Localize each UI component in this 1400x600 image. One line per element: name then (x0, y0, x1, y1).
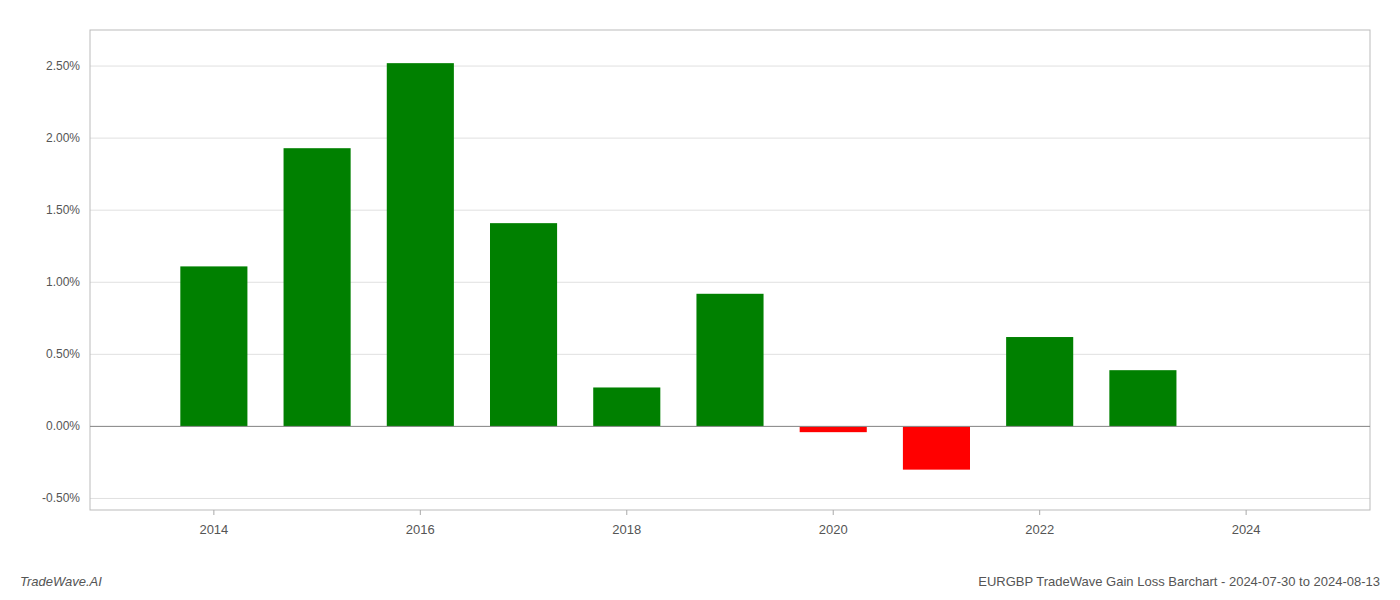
grid-line (90, 498, 1370, 499)
watermark: TradeWave.AI (20, 574, 102, 589)
x-tick (1246, 510, 1247, 515)
bar (800, 426, 867, 432)
x-tick (420, 510, 421, 515)
y-tick-labels: -0.50% 0.00% 0.50% 1.00% 1.50% 2.00% 2.50% (42, 59, 80, 505)
y-tick-label: 1.50% (46, 203, 80, 217)
grid-line (90, 426, 1370, 427)
chart-svg: -0.50% 0.00% 0.50% 1.00% 1.50% 2.00% 2.50% 2014… (0, 0, 1400, 600)
x-tick (213, 510, 214, 515)
bar (1109, 370, 1176, 426)
x-tick-label: 2018 (612, 522, 641, 537)
bar (284, 148, 351, 426)
bar (387, 63, 454, 426)
grid-line (90, 282, 1370, 283)
bar (180, 266, 247, 426)
y-grid (90, 66, 1370, 498)
y-tick-label: 1.00% (46, 275, 80, 289)
grid-line (90, 138, 1370, 139)
y-tick-label: 0.00% (46, 419, 80, 433)
bar (593, 387, 660, 426)
zero-line (90, 426, 1370, 427)
x-tick (626, 510, 627, 515)
background (0, 0, 1400, 600)
x-tick (833, 510, 834, 515)
x-tick-label: 2024 (1232, 522, 1261, 537)
x-ticks: 2014 2016 2018 2020 2022 2024 (199, 510, 1260, 537)
bar (903, 426, 970, 469)
grid-line (90, 210, 1370, 211)
grid-line (90, 66, 1370, 67)
bar (1006, 337, 1073, 426)
x-tick (1039, 510, 1040, 515)
y-tick-label: -0.50% (42, 491, 80, 505)
bar (696, 294, 763, 427)
y-tick-label: 2.50% (46, 59, 80, 73)
bar (490, 223, 557, 426)
y-tick-label: 0.50% (46, 347, 80, 361)
chart-container: -0.50% 0.00% 0.50% 1.00% 1.50% 2.00% 2.50% 2014… (0, 0, 1400, 600)
x-tick-label: 2022 (1025, 522, 1054, 537)
y-tick-label: 2.00% (46, 131, 80, 145)
title: EURGBP TradeWave Gain Loss Barchart - 20… (978, 574, 1380, 589)
plot-frame (90, 30, 1370, 510)
bars (180, 63, 1176, 469)
x-tick-label: 2020 (819, 522, 848, 537)
x-tick-label: 2014 (199, 522, 228, 537)
x-tick-label: 2016 (406, 522, 435, 537)
